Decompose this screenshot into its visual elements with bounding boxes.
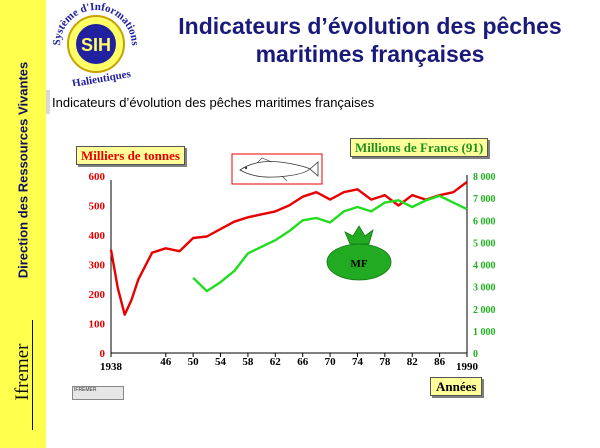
x-tick-label: 1938 xyxy=(100,361,123,373)
x-tick-label: 54 xyxy=(215,356,227,368)
ifremer-divider xyxy=(32,320,33,430)
right-tick-label: 8 000 xyxy=(473,172,496,183)
chart-subtitle: Indicateurs d’évolution des pêches marit… xyxy=(52,95,375,110)
right-tick-label: 5 000 xyxy=(473,238,496,249)
x-tick-label: 66 xyxy=(297,356,309,368)
x-tick-label: 46 xyxy=(160,356,172,368)
mf-label: MF xyxy=(350,258,367,270)
left-tick-label: 100 xyxy=(89,319,106,331)
sidebar: Direction des Ressources Vivantes Ifreme… xyxy=(0,0,46,448)
x-tick-label: 62 xyxy=(270,356,282,368)
x-tick-label: 82 xyxy=(407,356,419,368)
ifremer-brand: Ifremer xyxy=(12,343,33,401)
x-tick-label: 1990 xyxy=(456,361,479,373)
money-bag-icon: MF xyxy=(326,225,392,281)
x-tick-label: 74 xyxy=(352,356,364,368)
left-tick-label: 400 xyxy=(89,230,106,242)
left-tick-label: 600 xyxy=(89,171,106,183)
right-tick-label: 2 000 xyxy=(473,305,496,316)
right-tick-label: 0 xyxy=(473,349,478,360)
ifremer-small-logo: IFREMER xyxy=(72,386,124,400)
right-tick-label: 7 000 xyxy=(473,194,496,205)
right-tick-label: 3 000 xyxy=(473,283,496,294)
left-tick-label: 500 xyxy=(89,201,106,213)
sidebar-vertical-text: Direction des Ressources Vivantes xyxy=(15,61,31,279)
x-tick-label: 70 xyxy=(325,356,337,368)
sih-logo: Système d'Informations SIH Halieutiques xyxy=(51,1,141,86)
x-tick-label: 50 xyxy=(188,356,200,368)
left-tick-label: 300 xyxy=(89,260,106,272)
right-axis-label: Millions de Francs (91) xyxy=(350,138,489,157)
left-tick-label: 0 xyxy=(100,348,106,360)
x-tick-label: 78 xyxy=(379,356,391,368)
value-series-line xyxy=(192,194,468,293)
fisheries-chart: 0 100 200 300 400 500 600 0 1 000 2 000 3 000 4 00… xyxy=(89,153,496,373)
left-tick-label: 200 xyxy=(89,289,106,301)
logo-center-text: SIH xyxy=(81,35,111,55)
x-axis-label: Années xyxy=(430,377,483,396)
left-axis-label: Milliers de tonnes xyxy=(76,146,185,165)
tonnage-series-line xyxy=(109,180,468,316)
slide-title: Indicateurs d’évolution des pêches marit… xyxy=(178,13,562,67)
right-tick-label: 4 000 xyxy=(473,261,496,272)
x-tick-label: 58 xyxy=(242,356,254,368)
fish-illustration xyxy=(231,153,323,185)
right-tick-label: 6 000 xyxy=(473,216,496,227)
subtitle-accent-bar xyxy=(46,90,50,114)
right-tick-label: 1 000 xyxy=(473,327,496,338)
x-tick-label: 86 xyxy=(434,356,446,368)
